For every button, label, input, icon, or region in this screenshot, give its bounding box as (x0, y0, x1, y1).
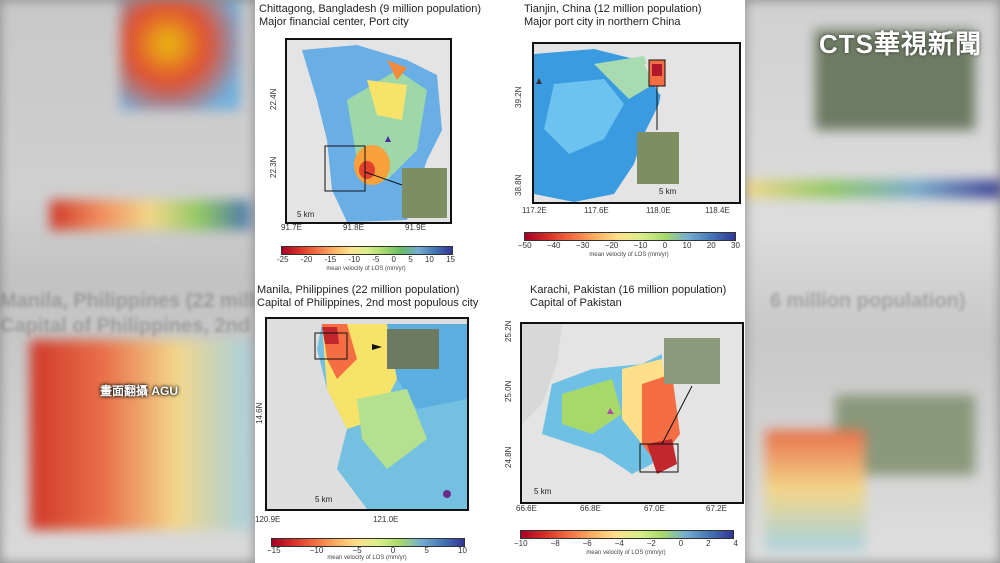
colorbar-tick: −50 (518, 241, 532, 250)
colorbar-label: mean velocity of LOS (mm/yr) (326, 266, 406, 272)
colorbar-tick: 30 (731, 241, 740, 250)
panel-subtitle: Major port city in northern China (524, 16, 681, 28)
panel-title: Tianjin, China (12 million population) (524, 3, 702, 15)
lon-tick: 117.6E (584, 206, 609, 215)
colorbar-tick: -25 (277, 255, 289, 264)
colorbar-ticks: −15 −10 −5 0 5 10 (267, 546, 467, 555)
colorbar-ticks: -25 -20 -15 -10 -5 0 5 10 15 (277, 255, 455, 264)
background-right (745, 0, 1000, 563)
lon-tick: 91.8E (343, 223, 364, 232)
colorbar-tick: 0 (390, 546, 396, 555)
colorbar-tick: −15 (267, 546, 281, 555)
colorbar-tick: −20 (604, 241, 619, 250)
background-left (0, 0, 255, 563)
insar-map (267, 319, 467, 509)
colorbar-tick: −10 (309, 546, 324, 555)
colorbar (524, 232, 736, 241)
colorbar-tick: 4 (733, 539, 738, 548)
ghost-title-2: Capital of Philippines, 2nd (0, 315, 251, 337)
lat-tick: 24.8N (504, 446, 513, 468)
colorbar-tick: −10 (514, 539, 528, 548)
scale-bar: 5 km (534, 487, 552, 496)
lon-tick: 118.0E (646, 206, 671, 215)
colorbar (281, 246, 453, 255)
colorbar-ticks: −50 −40 −30 −20 −10 0 10 20 30 (518, 241, 740, 250)
insar-map (522, 324, 742, 502)
colorbar-tick: 0 (678, 539, 684, 548)
scale-bar: 5 km (315, 495, 333, 504)
map-panel-manila: Manila, Philippines (22 million populati… (255, 282, 500, 563)
map-frame: 5 km (285, 38, 452, 224)
map-frame: 5 km (532, 42, 741, 204)
panel-subtitle: Capital of Philippines, 2nd most populou… (257, 297, 479, 309)
colorbar-tick: 5 (408, 255, 413, 264)
lon-tick: 117.2E (522, 206, 547, 215)
insar-map (534, 44, 739, 202)
colorbar-ticks: −10 −8 −6 −4 −2 0 2 4 (514, 539, 738, 548)
logo-text: CTS華視新聞 (818, 29, 982, 59)
colorbar-tick: 10 (424, 255, 434, 264)
lon-tick: 121.0E (373, 515, 399, 524)
lon-tick: 120.9E (255, 515, 281, 524)
colorbar-tick: 15 (446, 255, 455, 264)
lon-tick: 91.7E (281, 223, 302, 232)
map-panel-chittagong: Chittagong, Bangladesh (9 million popula… (255, 0, 500, 280)
colorbar-tick: 5 (424, 546, 429, 555)
colorbar-tick: 2 (706, 539, 711, 548)
colorbar-tick: −8 (550, 539, 560, 548)
colorbar-tick: 0 (662, 241, 668, 250)
lon-tick: 67.0E (644, 504, 665, 513)
lon-tick: 91.9E (405, 223, 426, 232)
colorbar-tick: -15 (324, 255, 337, 264)
colorbar-label: mean velocity of LOS (mm/yr) (327, 555, 407, 561)
colorbar-tick: −2 (646, 539, 656, 548)
colorbar-tick: 20 (706, 241, 716, 250)
lon-tick: 118.4E (705, 206, 730, 215)
lat-tick: 22.4N (269, 88, 278, 110)
insar-map (287, 40, 450, 222)
broadcaster-logo: CTS華視新聞 (819, 24, 982, 61)
colorbar-tick: −40 (546, 241, 561, 250)
scale-bar: 5 km (297, 210, 315, 219)
colorbar-tick: −10 (633, 241, 648, 250)
colorbar-tick: −4 (614, 539, 624, 548)
colorbar-tick: −30 (575, 241, 590, 250)
colorbar-tick: -20 (300, 255, 313, 264)
lon-tick: 67.2E (706, 504, 727, 513)
panel-title: Manila, Philippines (22 million populati… (257, 284, 460, 296)
colorbar-tick: 10 (682, 241, 692, 250)
colorbar-tick: −6 (582, 539, 592, 548)
panel-subtitle: Major financial center, Port city (259, 16, 409, 28)
map-frame: 5 km (520, 322, 744, 504)
map-panel-tianjin: Tianjin, China (12 million population) M… (500, 0, 745, 280)
map-panel-karachi: Karachi, Pakistan (16 million population… (500, 282, 745, 563)
map-frame: 5 km (265, 317, 469, 511)
ghost-title-3: 6 million population) (770, 290, 966, 312)
colorbar-tick: -5 (372, 255, 380, 264)
figure-sheet: Chittagong, Bangladesh (9 million popula… (255, 0, 745, 563)
colorbar-label: mean velocity of LOS (mm/yr) (589, 252, 669, 258)
lon-tick: 66.6E (516, 504, 537, 513)
colorbar-tick: 0 (391, 255, 396, 264)
lon-tick: 66.8E (580, 504, 601, 513)
panel-title: Chittagong, Bangladesh (9 million popula… (259, 3, 481, 15)
panel-title: Karachi, Pakistan (16 million population… (530, 284, 727, 296)
lat-tick: 25.0N (504, 380, 513, 402)
lat-tick: 39.2N (514, 86, 523, 108)
colorbar-tick: 10 (458, 546, 467, 555)
colorbar-label: mean velocity of LOS (mm/yr) (586, 550, 666, 556)
lat-tick: 14.6N (255, 402, 264, 424)
lat-tick: 25.2N (504, 320, 513, 342)
source-watermark: 畫面翻攝 AGU (100, 384, 179, 398)
colorbar (520, 530, 734, 539)
ghost-title-1: Manila, Philippines (22 million (0, 290, 285, 312)
lat-tick: 38.8N (514, 174, 523, 196)
colorbar (271, 538, 465, 547)
scale-bar: 5 km (659, 187, 677, 196)
panel-subtitle: Capital of Pakistan (530, 297, 622, 309)
colorbar-tick: -10 (348, 255, 360, 264)
colorbar-tick: −5 (352, 546, 362, 555)
lat-tick: 22.3N (269, 156, 278, 178)
